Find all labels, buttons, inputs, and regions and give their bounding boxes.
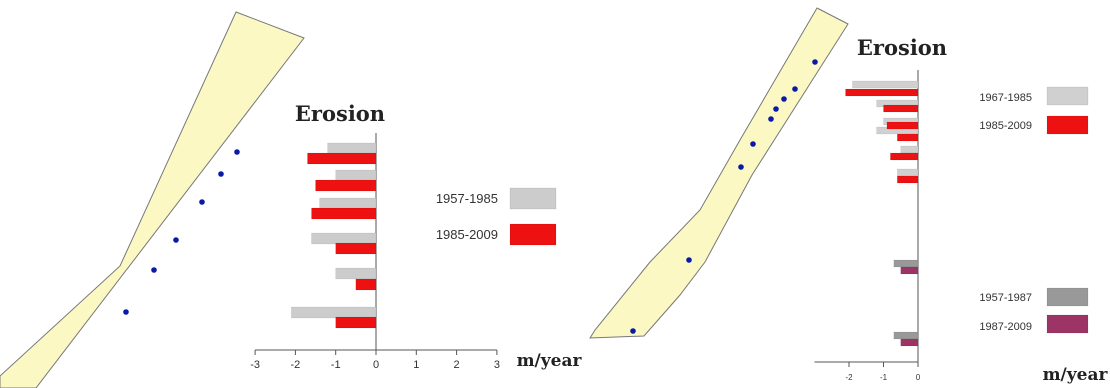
x-tick-label: 0 [916,373,921,382]
x-tick-label: -2 [291,359,301,371]
measurement-point [234,149,240,155]
x-tick-label: 2 [454,359,460,371]
x-tick-label: 1 [413,359,419,371]
measurement-point [773,106,779,112]
measurement-point [686,257,692,263]
legend-swatch [1046,314,1089,334]
chart-left-unit-label: m/year [517,351,583,371]
legend-label: 1985-2009 [979,120,1032,132]
bar [355,278,377,291]
x-tick-label: -3 [250,359,260,371]
bar [890,152,919,161]
measurement-point [781,96,787,102]
legend-label: 1957-1985 [436,191,498,206]
measurement-point [173,237,179,243]
measurement-point [750,141,756,147]
legend-swatch [509,223,557,246]
bar [311,207,377,220]
shoreline-maps [0,7,849,388]
measurement-point [151,267,157,273]
x-tick-label: -1 [880,373,888,382]
bar [897,175,919,184]
legend-swatch [509,187,557,210]
map-strip-left [0,11,305,388]
x-tick-label: -1 [331,359,341,371]
chart-right-title: Erosion [857,35,947,60]
measurement-point [199,199,205,205]
chart-left: Erosion m/year -3 -2 -1 0 1 2 3 1957-1985 1985-2… [250,101,582,371]
legend-swatch [1046,115,1089,135]
bar [315,179,377,192]
bar [883,104,919,113]
measurement-point [630,328,636,334]
measurement-point [218,171,224,177]
bar [886,121,919,130]
x-tick-label: 3 [494,359,500,371]
x-tick-label: 0 [373,359,379,371]
x-tick-label: -2 [845,373,853,382]
legend-label: 1985-2009 [436,227,498,242]
chart-right: Erosion m/year -2 -1 0 1967-1985 1985-2009 19… [814,35,1109,385]
bar [852,80,919,89]
bar [900,266,919,275]
bar [845,88,919,97]
measurement-point [738,164,744,170]
bar [335,242,377,255]
bar [900,145,919,154]
legend-label: 1987-2009 [979,321,1032,333]
bar [900,338,919,347]
bar [897,168,919,177]
chart-right-unit-label: m/year [1043,365,1109,385]
legend-swatch [1046,86,1089,106]
measurement-point [768,116,774,122]
bar [893,331,919,340]
bar [335,316,377,329]
bar [327,142,377,155]
bar [311,232,377,245]
bar [893,259,919,268]
bar [335,169,377,182]
measurement-point [792,86,798,92]
legend-label: 1957-1987 [979,292,1032,304]
bar [291,306,377,319]
bar [335,267,377,280]
bar [307,152,377,165]
chart-left-title: Erosion [295,101,385,126]
measurement-point [812,59,818,65]
legend-label: 1967-1985 [979,92,1032,104]
measurement-point [123,309,129,315]
map-strip-right [589,7,849,339]
bar [319,197,377,210]
legend-swatch [1046,287,1089,307]
bar [897,133,919,142]
